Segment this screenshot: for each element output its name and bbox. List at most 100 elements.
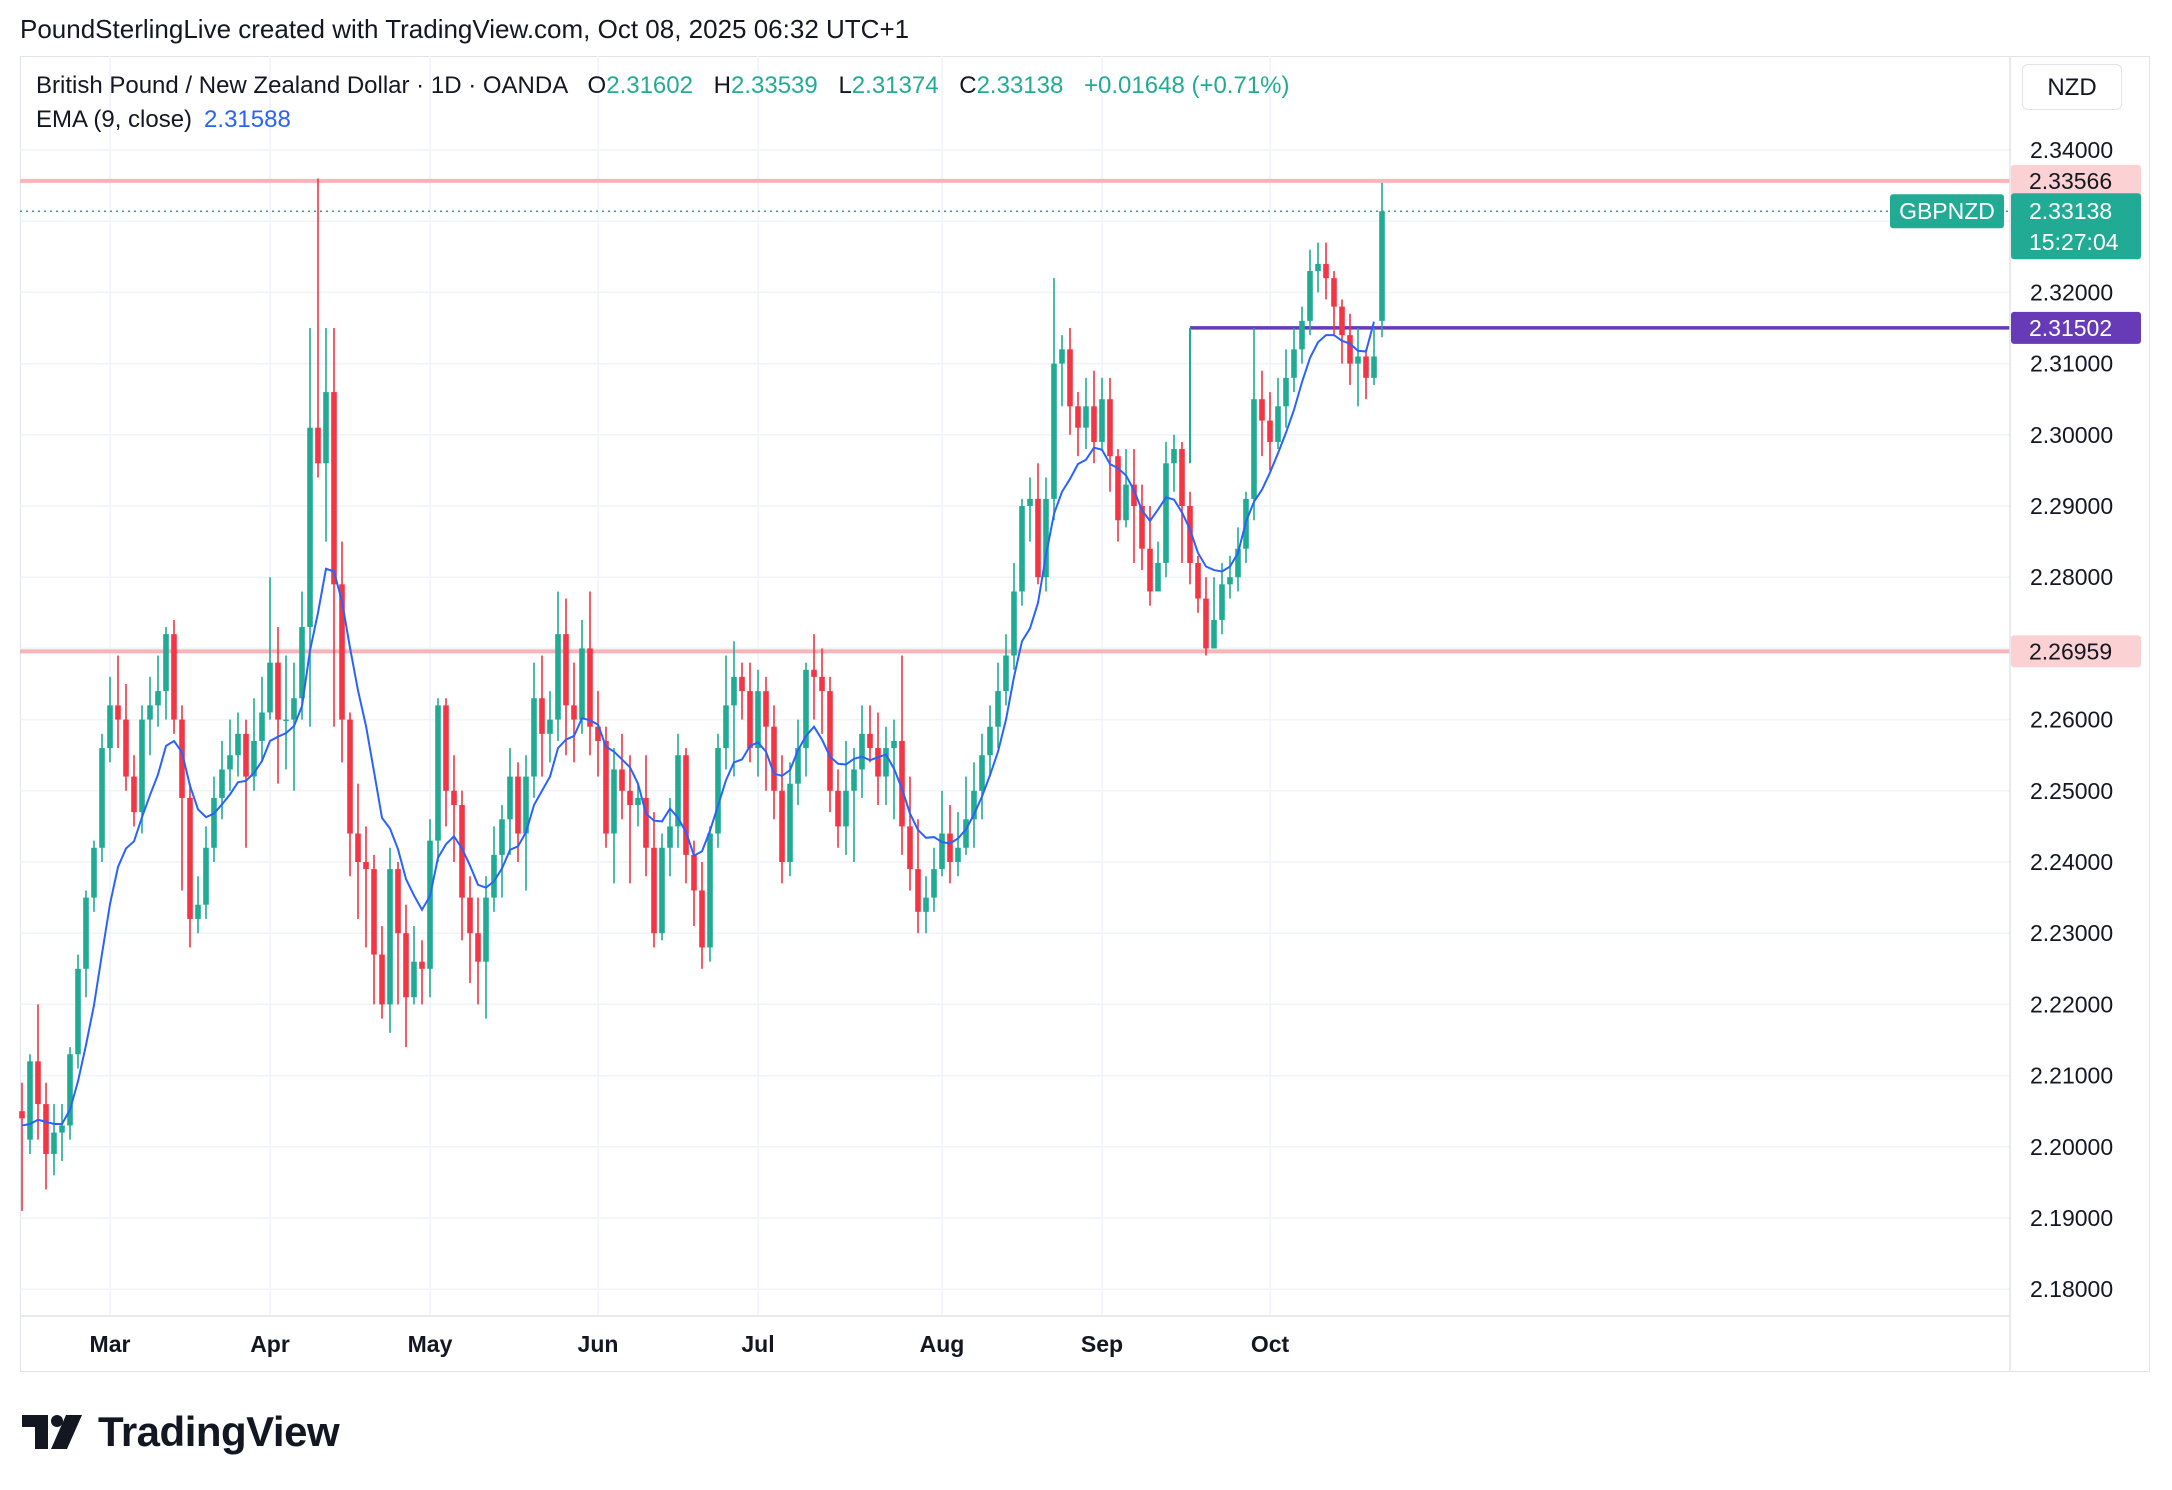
candle-body: [211, 797, 217, 848]
candle-body: [1227, 577, 1233, 585]
symbol-description[interactable]: British Pound / New Zealand Dollar · 1D …: [36, 72, 567, 99]
candle-body: [459, 805, 465, 898]
candle-body: [355, 833, 361, 862]
candle-body: [835, 790, 841, 827]
support-price-tag-bg: [2011, 635, 2141, 668]
x-tick-label: Aug: [920, 1331, 965, 1357]
resistance-price-tag: 2.33566: [2029, 168, 2112, 194]
x-tick-label: Sep: [1081, 1331, 1123, 1357]
candle-body: [571, 705, 577, 720]
ema-line: [21, 321, 1375, 1127]
candle-body: [139, 719, 145, 813]
candle-body: [235, 733, 241, 756]
candle-body: [251, 740, 257, 777]
candle-body: [147, 705, 153, 720]
candle-body: [1059, 349, 1065, 364]
candle-body: [1027, 498, 1033, 506]
tradingview-logo-icon: [22, 1415, 82, 1449]
candle-body: [1131, 484, 1137, 506]
candle-body: [1051, 363, 1057, 499]
candle-body: [579, 648, 585, 720]
candle-body: [827, 691, 833, 791]
candle-body: [875, 748, 881, 777]
currency-button[interactable]: NZD: [2022, 64, 2122, 110]
y-tick-label: 2.19000: [2030, 1205, 2113, 1231]
candle-body: [1043, 498, 1049, 578]
candles: [19, 178, 1385, 1211]
candle-body: [1211, 619, 1217, 649]
y-tick-label: 2.22000: [2030, 991, 2113, 1017]
candle-body: [883, 748, 889, 777]
candle-body: [859, 733, 865, 770]
candle-body: [1107, 399, 1113, 457]
candle-body: [19, 1111, 25, 1119]
candle-body: [811, 669, 817, 677]
candle-body: [1083, 406, 1089, 428]
candle-body: [1179, 449, 1185, 506]
candle-body: [203, 847, 209, 905]
candle-body: [275, 662, 281, 720]
candle-body: [987, 726, 993, 756]
y-tick-label: 2.26000: [2030, 707, 2113, 733]
candle-body: [555, 634, 561, 720]
candle-body: [515, 776, 521, 834]
candle-body: [803, 669, 809, 749]
candle-body: [1259, 399, 1265, 421]
candle-body: [435, 705, 441, 841]
candle-body: [1203, 598, 1209, 649]
candle-body: [931, 869, 937, 898]
candle-body: [123, 719, 129, 777]
candle-body: [923, 897, 929, 912]
candle-body: [339, 584, 345, 720]
candle-body: [979, 755, 985, 791]
candle-body: [1115, 456, 1121, 521]
candle-body: [323, 392, 329, 464]
candle-body: [963, 819, 969, 848]
candle-body: [467, 897, 473, 934]
candle-body: [1099, 399, 1105, 442]
candle-body: [219, 769, 225, 798]
tradingview-logo: TradingView: [22, 1408, 340, 1456]
ema-legend[interactable]: EMA (9, close) 2.31588: [36, 106, 291, 134]
y-tick-label: 2.34000: [2030, 137, 2113, 163]
candle-body: [659, 847, 665, 934]
purple-level-price-tag-bg: [2011, 311, 2141, 344]
support-price-tag: 2.26959: [2029, 638, 2112, 664]
candle-body: [1187, 506, 1193, 563]
candle-body: [427, 840, 433, 969]
candle-body: [1075, 406, 1081, 428]
candle-body: [475, 933, 481, 962]
candle-body: [1275, 406, 1281, 442]
candle-body: [1307, 271, 1313, 321]
candle-body: [371, 869, 377, 955]
candle-body: [299, 627, 305, 699]
candle-body: [1155, 562, 1161, 592]
candle-body: [403, 933, 409, 998]
candle-body: [683, 755, 689, 855]
chart-attribution: PoundSterlingLive created with TradingVi…: [20, 14, 910, 44]
candle-body: [531, 698, 537, 777]
y-tick-label: 2.21000: [2030, 1063, 2113, 1089]
candle-body: [315, 427, 321, 464]
candle-body: [899, 740, 905, 827]
x-tick-label: Jul: [741, 1331, 774, 1357]
candle-body: [1219, 584, 1225, 620]
high-value: 2.33539: [731, 72, 818, 99]
candle-body: [995, 691, 1001, 727]
candle-body: [523, 776, 529, 834]
x-tick-label: May: [408, 1331, 453, 1357]
x-tick-label: Mar: [90, 1331, 131, 1357]
candle-body: [1283, 377, 1289, 407]
candle-body: [851, 769, 857, 791]
candle-body: [563, 634, 569, 706]
candle-body: [1123, 484, 1129, 521]
y-tick-label: 2.18000: [2030, 1276, 2113, 1302]
candle-body: [819, 676, 825, 692]
candle-body: [939, 833, 945, 870]
candle-body: [155, 691, 161, 706]
candle-body: [1011, 591, 1017, 656]
candle-body: [627, 790, 633, 806]
candle-body: [643, 797, 649, 848]
candle-body: [419, 961, 425, 969]
